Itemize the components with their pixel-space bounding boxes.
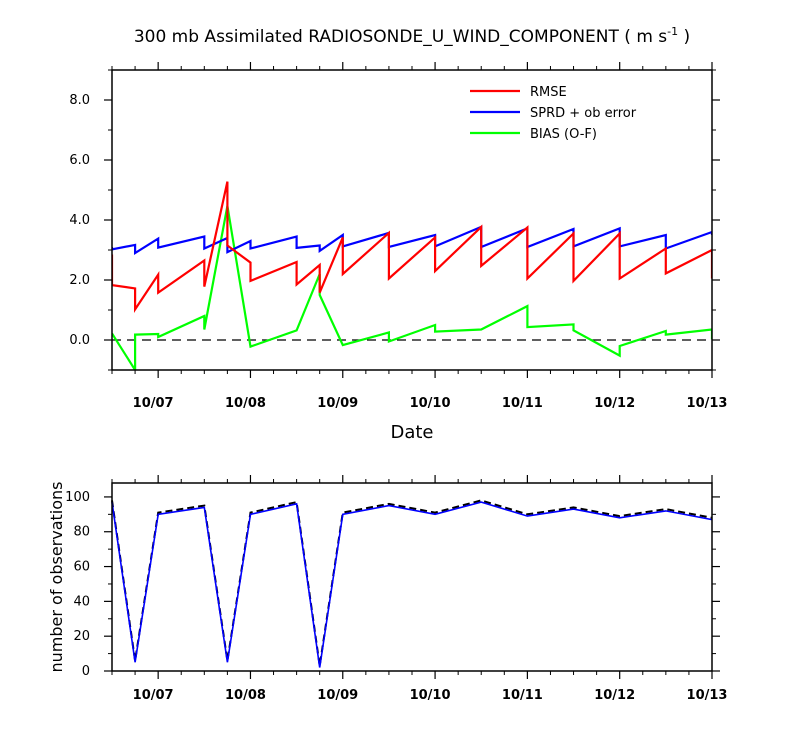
y-tick-label: 8.0 <box>69 93 90 108</box>
series-line-rmse <box>112 181 712 314</box>
bottom-plot-frame <box>111 482 713 672</box>
x-tick-label: 10/08 <box>225 396 266 411</box>
top-x-axis-label: Date <box>390 422 433 443</box>
y-tick-label: 20 <box>73 629 90 644</box>
x-tick-label: 10/11 <box>502 396 543 411</box>
series-line-sprd-ob-error <box>112 225 712 255</box>
y-tick-label: 0.0 <box>69 333 90 348</box>
series-line-bias-o-f <box>112 205 712 370</box>
bottom-y-axis-label: number of observations <box>47 482 66 673</box>
x-tick-label: 10/12 <box>594 396 635 411</box>
y-tick-label: 100 <box>65 490 90 505</box>
y-tick-label: 40 <box>73 594 90 609</box>
legend-label-bias-o-f: BIAS (O-F) <box>530 127 597 142</box>
x-tick-label: 10/10 <box>410 688 451 703</box>
legend-label-rmse: RMSE <box>530 85 567 100</box>
top-axes: 0.0 2.0 4.0 6.0 8.0 10/07 10/08 10/09 10/10 10/11… <box>69 62 727 411</box>
x-tick-label: 10/13 <box>687 688 728 703</box>
top-chart: 300 mb Assimilated RADIOSONDE_U_WIND_COM… <box>69 25 727 443</box>
y-tick-label: 80 <box>73 525 90 540</box>
x-tick-label: 10/09 <box>317 396 358 411</box>
bottom-axes: 0 20 40 60 80 100 10/07 10/08 10/09 10/10 10/11 10/… <box>65 475 727 703</box>
obs-line-assimilated <box>111 501 713 668</box>
y-tick-label: 0 <box>82 664 90 679</box>
top-plot-frame <box>111 69 713 371</box>
obs-line-possible <box>111 499 713 666</box>
x-tick-label: 10/09 <box>317 688 358 703</box>
bottom-series-group <box>111 499 713 668</box>
legend: RMSE SPRD + ob error BIAS (O-F) <box>470 85 637 142</box>
x-tick-label: 10/11 <box>502 688 543 703</box>
x-tick-label: 10/10 <box>410 396 451 411</box>
x-tick-label: 10/08 <box>225 688 266 703</box>
x-tick-label: 10/07 <box>133 688 174 703</box>
y-tick-label: 4.0 <box>69 213 90 228</box>
y-tick-label: 6.0 <box>69 153 90 168</box>
x-tick-label: 10/07 <box>133 396 174 411</box>
y-tick-label: 60 <box>73 560 90 575</box>
bottom-chart: 0 20 40 60 80 100 10/07 10/08 10/09 10/10 10/11 10/… <box>47 475 727 703</box>
chart-title: 300 mb Assimilated RADIOSONDE_U_WIND_COM… <box>134 25 690 47</box>
legend-label-sprd-ob-error: SPRD + ob error <box>530 106 637 121</box>
x-tick-label: 10/13 <box>687 396 728 411</box>
x-tick-label: 10/12 <box>594 688 635 703</box>
top-series-group <box>112 181 712 370</box>
y-tick-label: 2.0 <box>69 273 90 288</box>
